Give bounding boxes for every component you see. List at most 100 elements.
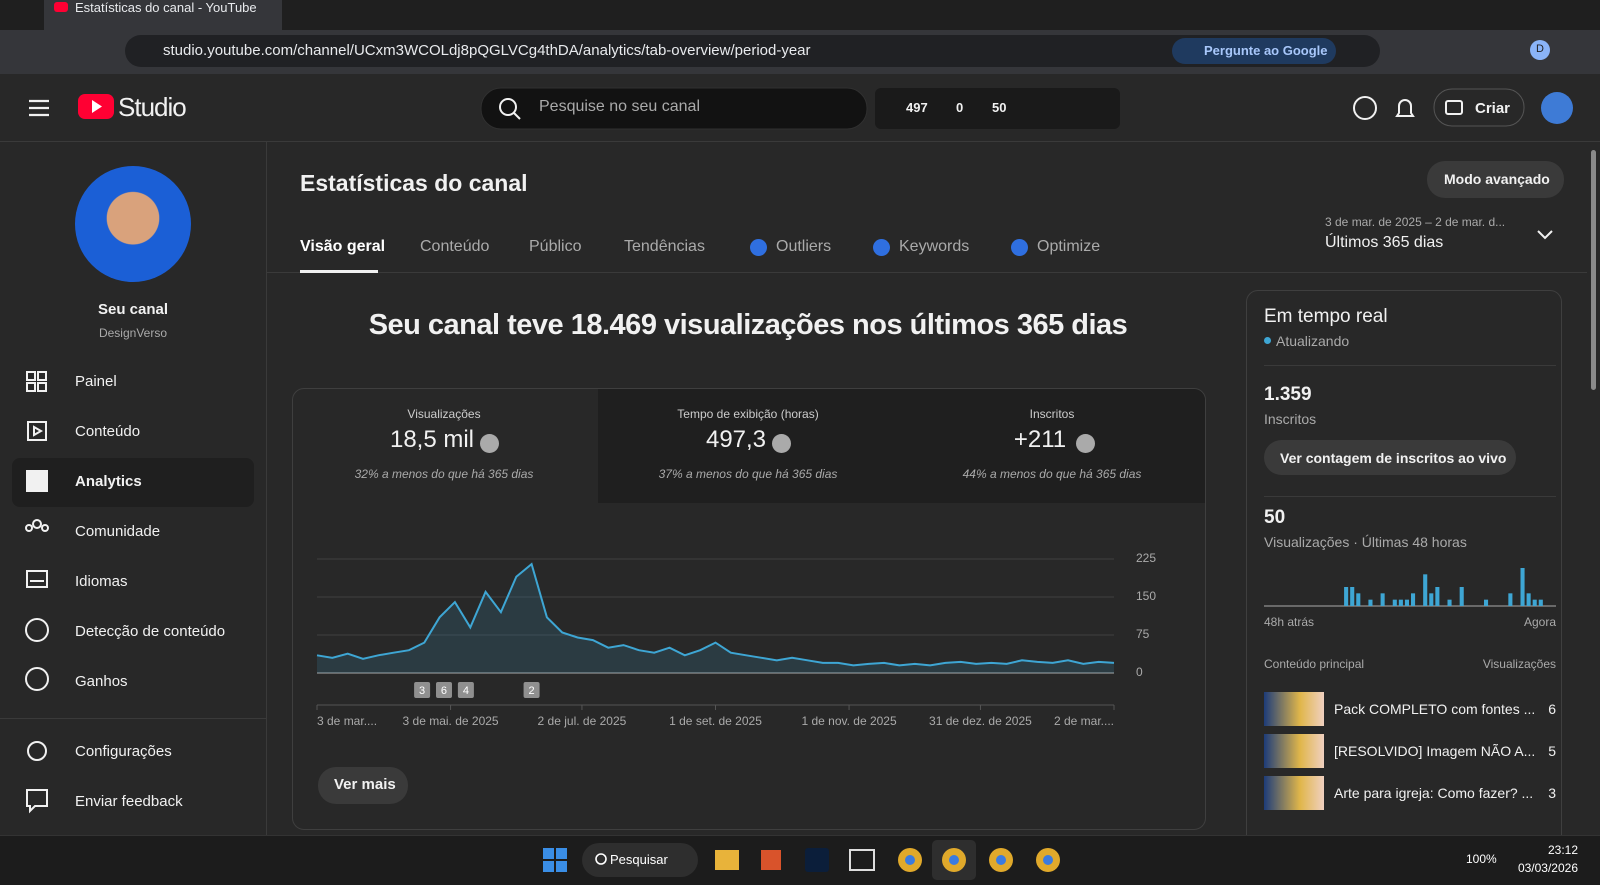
ask-google-pill[interactable]: [1172, 38, 1336, 64]
nav-item[interactable]: Configurações: [75, 743, 172, 760]
realtime-divider: [1264, 496, 1556, 497]
bar: [1429, 593, 1434, 606]
page-title: Estatísticas do canal: [300, 170, 528, 196]
content-views: 3: [1548, 785, 1556, 801]
live-button-label[interactable]: Ver contagem de inscritos ao vivo: [1280, 450, 1507, 466]
marker-box: [457, 682, 474, 698]
header-icons: [29, 87, 1573, 130]
tab[interactable]: Conteúdo: [420, 238, 490, 255]
marker-box: [414, 682, 431, 698]
see-more-button[interactable]: [318, 767, 408, 804]
annotation-marker: 2: [523, 682, 540, 698]
bar: [1350, 587, 1355, 606]
metric-value: 497,3: [705, 426, 767, 453]
studio-logo[interactable]: Studio: [118, 92, 187, 122]
nav-item[interactable]: Comunidade: [75, 523, 161, 540]
tab-title[interactable]: Estatísticas do canal - YouTube: [75, 0, 257, 15]
ask-google[interactable]: Pergunte ao Google: [1204, 43, 1328, 58]
bar: [1484, 599, 1489, 606]
marker-label: 4: [463, 685, 469, 697]
tab-icon: [750, 239, 767, 256]
nav-item[interactable]: Enviar feedback: [75, 793, 183, 810]
y-tick-label: 225: [1136, 551, 1156, 565]
channel-title: Seu canal: [97, 301, 169, 318]
taskbar-search[interactable]: Pesquisar: [610, 852, 668, 867]
url[interactable]: studio.youtube.com/channel/UCxm3WCOLdj8p…: [163, 42, 811, 59]
realtime-divider: [1264, 365, 1556, 366]
annotation-marker: 3: [414, 682, 431, 698]
period-range[interactable]: 3 de mar. de 2025 – 2 de mar. d...: [1325, 215, 1506, 229]
realtime-chart: [1264, 568, 1556, 607]
down-icon: [480, 434, 499, 453]
bar: [1459, 587, 1464, 606]
bar: [1398, 599, 1403, 606]
range-end: Agora: [1523, 615, 1556, 629]
thumbnail[interactable]: [1264, 692, 1324, 726]
overview-card: [292, 388, 1206, 830]
active-tab[interactable]: [44, 0, 282, 30]
bar: [1435, 587, 1440, 606]
url-field[interactable]: [125, 35, 1380, 67]
channel-avatar[interactable]: [75, 166, 191, 282]
area-fill: [317, 564, 1114, 673]
tabs-divider: [267, 272, 1587, 273]
views-count: 50: [1264, 507, 1286, 528]
x-tick-label: 2 de mar....: [1054, 714, 1114, 728]
tab[interactable]: Tendências: [624, 238, 705, 255]
channel-name: DesignVerso: [98, 326, 168, 340]
metric-label: Visualizações: [407, 407, 481, 421]
bar: [1532, 599, 1537, 606]
content-title[interactable]: Pack COMPLETO com fontes ...: [1334, 701, 1536, 717]
nav-item[interactable]: Analytics: [75, 473, 142, 490]
live-button[interactable]: [1264, 440, 1516, 475]
nav-item[interactable]: Detecção de conteúdo: [75, 623, 226, 640]
bar: [1411, 593, 1416, 606]
period[interactable]: Últimos 365 dias: [1325, 234, 1444, 251]
period-chevron[interactable]: [1535, 228, 1555, 242]
bar: [1520, 568, 1525, 606]
stat-count: 497: [906, 100, 928, 115]
clock-date: 03/03/2026: [1517, 861, 1578, 875]
x-tick-label: 2 de jul. de 2025: [538, 714, 627, 728]
views-label: Visualizações · Últimas 48 horas: [1264, 534, 1467, 550]
marker-label: 3: [419, 685, 425, 697]
x-tick-label: 1 de nov. de 2025: [801, 714, 897, 728]
advanced-button[interactable]: [1427, 161, 1564, 198]
bar: [1423, 574, 1428, 606]
bar: [1380, 593, 1385, 606]
bar: [1447, 599, 1452, 606]
nav-icons: [25, 371, 49, 814]
nav-item[interactable]: Ganhos: [75, 673, 128, 690]
tab[interactable]: Outliers: [776, 238, 832, 255]
x-tick-label: 3 de mar....: [317, 714, 377, 728]
tab[interactable]: Keywords: [899, 238, 970, 255]
see-more-label[interactable]: Ver mais: [334, 776, 396, 793]
nav-item[interactable]: Painel: [75, 373, 117, 390]
nav-item[interactable]: Idiomas: [75, 573, 128, 590]
bar: [1344, 587, 1349, 606]
tab[interactable]: Público: [529, 238, 582, 255]
thumbnail[interactable]: [1264, 734, 1324, 768]
content-views-header: Visualizações: [1482, 657, 1556, 671]
tab[interactable]: Visão geral: [300, 238, 386, 255]
tab[interactable]: Optimize: [1037, 238, 1101, 255]
realtime-status: Atualizando: [1276, 333, 1350, 349]
nav-item[interactable]: Conteúdo: [75, 423, 141, 440]
content-views: 5: [1548, 743, 1556, 759]
content-title[interactable]: [RESOLVIDO] Imagem NÃO A...: [1334, 743, 1536, 759]
taskbar: [0, 835, 1600, 885]
realtime-title: Em tempo real: [1264, 306, 1388, 327]
search-placeholder[interactable]: Pesquise no seu canal: [539, 98, 700, 115]
clock-time: 23:12: [1547, 843, 1578, 857]
advanced-label[interactable]: Modo avançado: [1444, 171, 1550, 187]
bar: [1508, 593, 1513, 606]
content-title[interactable]: Arte para igreja: Como fazer? ...: [1334, 785, 1534, 801]
profile-initial[interactable]: D: [1536, 43, 1544, 55]
metric-row: [598, 389, 1205, 503]
subscriber-label: Inscritos: [1264, 411, 1317, 427]
profile-badge[interactable]: [1530, 40, 1550, 60]
battery: 100%: [1466, 852, 1497, 866]
create-label[interactable]: Criar: [1475, 100, 1511, 117]
metric-value: +211: [1013, 426, 1067, 453]
thumbnail[interactable]: [1264, 776, 1324, 810]
